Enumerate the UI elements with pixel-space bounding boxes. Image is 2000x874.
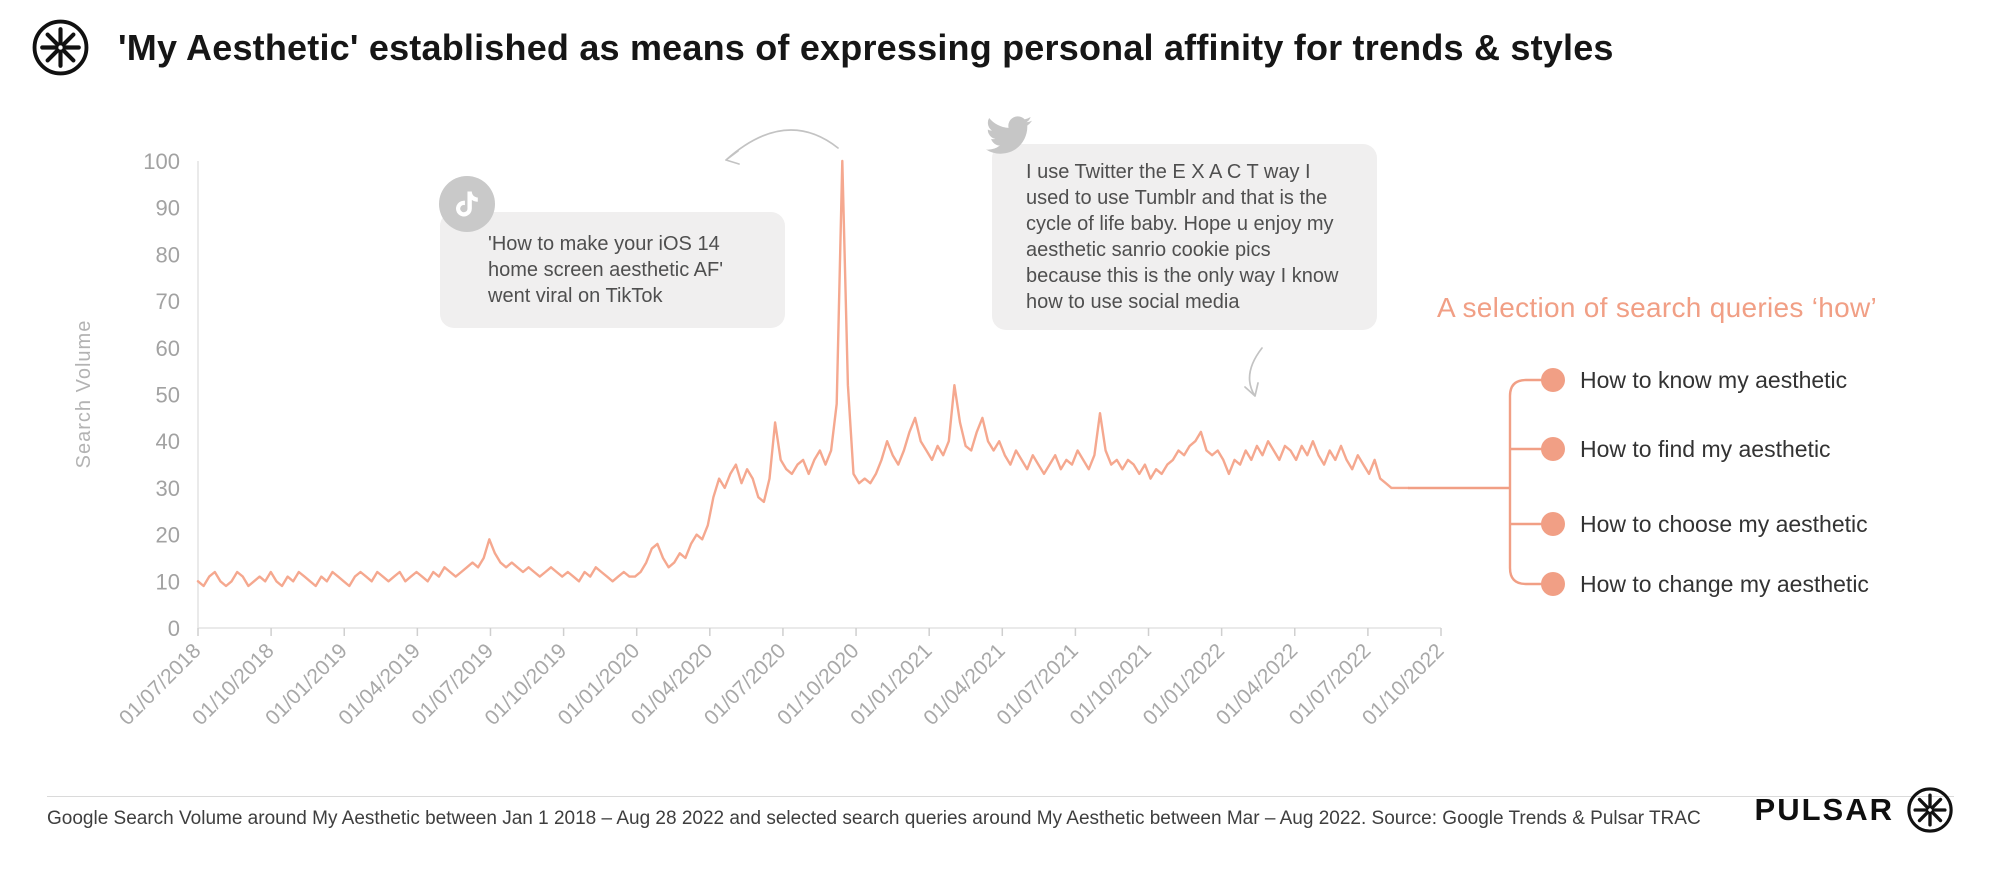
brand-wordmark: PULSAR [1754,792,1894,827]
y-axis-title: Search Volume [73,320,95,469]
footer-divider [47,796,1954,797]
y-tick-label: 100 [143,149,180,174]
tiktok-icon [439,176,495,232]
y-tick-label: 50 [156,383,180,408]
search-volume-line [196,159,1410,588]
y-tick-label: 20 [156,523,180,548]
y-tick-label: 40 [156,429,180,454]
query-item: How to know my aesthetic [1541,365,1847,395]
bullet-dot-icon [1541,512,1565,536]
tweet-annotation-text: I use Twitter the E X A C T way I used t… [1026,161,1339,313]
query-item: How to find my aesthetic [1541,434,1831,464]
arrow-to-line-icon [1244,347,1263,397]
y-tick-label: 80 [156,242,180,267]
pulsar-logo-icon [32,19,89,76]
tiktok-annotation-callout: 'How to make your iOS 14 home screen aes… [440,212,785,328]
query-item-label: How to know my aesthetic [1580,366,1848,393]
y-tick-label: 70 [156,289,180,314]
bullet-dot-icon [1541,368,1565,392]
query-item-label: How to choose my aesthetic [1580,510,1868,537]
y-tick-label: 60 [156,336,180,361]
queries-panel-heading: A selection of search queries ‘how’ [1437,292,1878,323]
y-tick-label: 90 [156,196,180,221]
query-item-label: How to change my aesthetic [1580,570,1869,597]
query-item: How to change my aesthetic [1541,569,1869,599]
pulsar-logo-icon [1907,787,1953,833]
y-tick-label: 10 [156,569,180,594]
header: 'My Aesthetic' established as means of e… [31,18,1614,77]
arrow-to-peak-icon [725,129,839,165]
query-item: How to choose my aesthetic [1541,509,1868,539]
query-item-label: How to find my aesthetic [1580,435,1831,462]
footer-caption: Google Search Volume around My Aesthetic… [47,808,1701,829]
bullet-dot-icon [1541,572,1565,596]
twitter-icon [982,112,1036,158]
bullet-dot-icon [1541,437,1565,461]
tiktok-annotation-text: 'How to make your iOS 14 home screen aes… [488,233,724,307]
y-tick-label: 0 [168,616,180,641]
y-tick-label: 30 [156,476,180,501]
query-bracket [1408,378,1542,586]
brand-lockup: PULSAR [1755,786,1954,834]
page-title: 'My Aesthetic' established as means of e… [118,26,1614,68]
annotation-arrows [725,129,1263,397]
tweet-annotation-callout: I use Twitter the E X A C T way I used t… [992,144,1377,330]
